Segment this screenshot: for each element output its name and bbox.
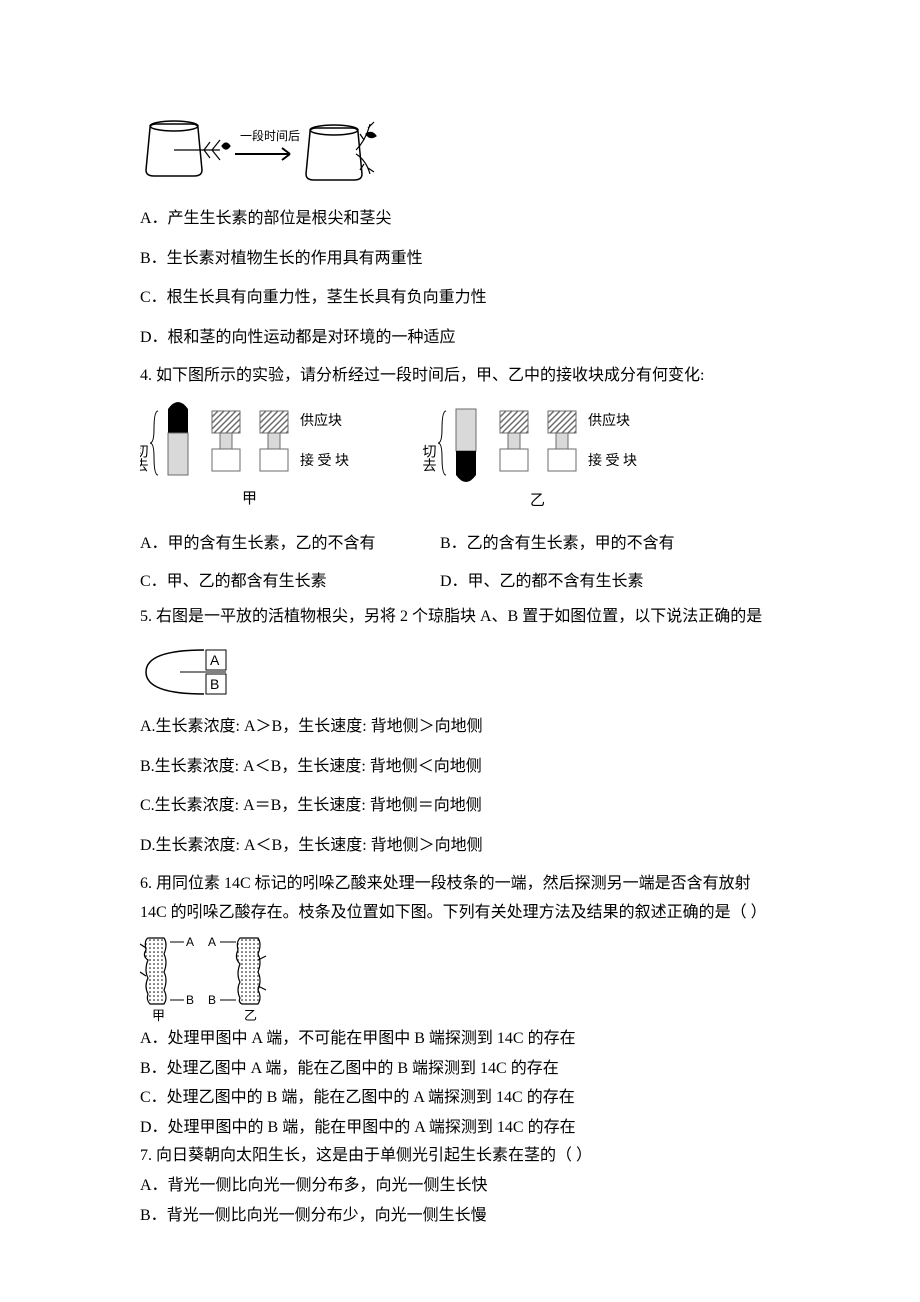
q6-option-c: C．处理乙图中的 B 端，能在乙图中的 A 端探测到 14C 的存在 (140, 1085, 790, 1111)
figure-q3: 一段时间后 (140, 110, 790, 188)
q5-label-b: B (210, 676, 219, 692)
q4-stem: 4. 如下图所示的实验，请分析经过一段时间后，甲、乙中的接收块成分有何变化: (140, 364, 790, 389)
q6-label-b1: B (186, 993, 194, 1007)
q5-stem: 5. 右图是一平放的活植物根尖，另将 2 个琼脂块 A、B 置于如图位置，以下说… (140, 605, 790, 630)
q6-label-a1: A (186, 935, 194, 949)
q6-label-yi: 乙 (244, 1008, 257, 1022)
q5-option-b: B.生长素浓度: A＜B，生长速度: 背地侧＜向地侧 (140, 754, 790, 780)
q4-label-supply-r: 供应块 (588, 412, 630, 429)
q7-option-b: B．背光一侧比向光一侧分布少，向光一侧生长慢 (140, 1203, 790, 1229)
q4-label-receive-l: 接 受 块 (300, 452, 349, 469)
q4-label-cut-left: 切去 (140, 444, 149, 472)
q4-option-a: A．甲的含有生长素，乙的不含有 (140, 529, 440, 553)
q6-option-d: D．处理甲图中的 B 端，能在甲图中的 A 端探测到 14C 的存在 (140, 1115, 790, 1141)
q4-label-jia: 甲 (242, 491, 257, 507)
q3-option-c: C．根生长具有向重力性，茎生长具有负向重力性 (140, 285, 790, 311)
q5-option-d: D.生长素浓度: A＜B，生长速度: 背地侧＞向地侧 (140, 833, 790, 859)
q5-option-c: C.生长素浓度: A＝B，生长速度: 背地侧＝向地侧 (140, 793, 790, 819)
page: 一段时间后 A．产生生长素的部位是根尖和茎尖 B．生长素对植物生长的作用具有两重… (0, 0, 920, 1292)
q3-option-d: D．根和茎的向性运动都是对环境的一种适应 (140, 325, 790, 351)
figure-q4: 切去 供应块 接 受 块 甲 切去 (140, 399, 790, 519)
q6-label-b2: B (208, 993, 216, 1007)
q3-option-b: B．生长素对植物生长的作用具有两重性 (140, 246, 790, 272)
q6-option-b: B．处理乙图中 A 端，能在乙图中的 B 端探测到 14C 的存在 (140, 1056, 790, 1082)
arrow-label: 一段时间后 (240, 128, 300, 143)
q7-option-a: A．背光一侧比向光一侧分布多，向光一侧生长快 (140, 1173, 790, 1199)
q6-label-jia: 甲 (152, 1008, 165, 1022)
q4-option-b: B．乙的含有生长素，甲的不含有 (440, 529, 675, 553)
q5-label-a: A (210, 652, 220, 668)
q4-label-yi: 乙 (530, 493, 545, 509)
q6-label-a2: A (208, 935, 216, 949)
q5-option-a: A.生长素浓度: A＞B，生长速度: 背地侧＞向地侧 (140, 714, 790, 740)
q4-label-supply-l: 供应块 (300, 412, 342, 429)
figure-q5: A B (140, 640, 790, 704)
q4-label-cut-right: 切去 (421, 444, 437, 472)
q4-label-receive-r: 接 受 块 (588, 452, 637, 469)
q7-stem: 7. 向日葵朝向太阳生长，这是由于单侧光引起生长素在茎的（ ） (140, 1144, 790, 1169)
q3-option-a: A．产生生长素的部位是根尖和茎尖 (140, 206, 790, 232)
q6-stem-2: 14C 的吲哚乙酸存在。枝条及位置如下图。下列有关处理方法及结果的叙述正确的是（… (140, 901, 790, 926)
q6-option-a: A．处理甲图中 A 端，不可能在甲图中 B 端探测到 14C 的存在 (140, 1026, 790, 1052)
q6-stem-1: 6. 用同位素 14C 标记的吲哚乙酸来处理一段枝条的一端，然后探测另一端是否含… (140, 872, 790, 897)
q4-option-c: C．甲、乙的都含有生长素 (140, 567, 440, 591)
figure-q6: A B 甲 A B 乙 (140, 930, 790, 1022)
q4-option-d: D．甲、乙的都不含有生长素 (440, 567, 644, 591)
